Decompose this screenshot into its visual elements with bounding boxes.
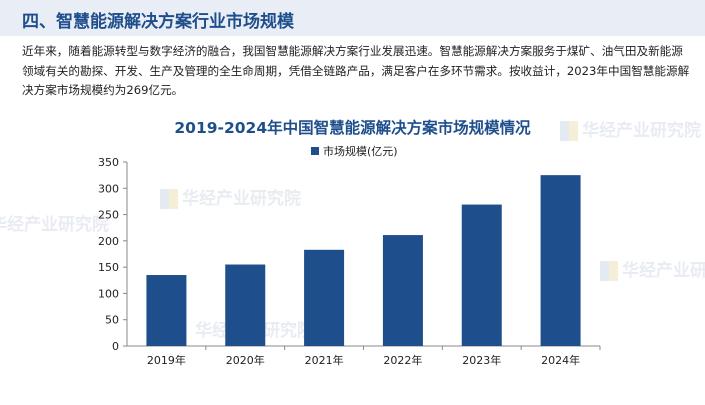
bar: [461, 204, 502, 346]
x-tick-label: 2024年: [541, 353, 580, 367]
watermark-logo-icon: [560, 121, 578, 141]
watermark: 华经产业研究院: [600, 256, 705, 281]
watermark-logo-icon: [160, 189, 178, 209]
y-tick-label: 150: [98, 261, 119, 274]
bar: [382, 235, 423, 346]
x-tick-label: 2019年: [147, 353, 186, 367]
watermark: 华经产业研究院: [560, 116, 701, 141]
bar: [146, 275, 187, 346]
watermark: 华经产业研究院: [160, 184, 301, 209]
header-bar: [0, 0, 705, 36]
bar: [225, 264, 266, 346]
x-tick-label: 2021年: [305, 353, 344, 367]
legend-label: 市场规模(亿元): [323, 144, 398, 158]
legend-swatch: [311, 147, 319, 155]
watermark: 华经产业研究院: [0, 215, 109, 235]
page-title: 四、智慧能源解决方案行业市场规模: [22, 12, 294, 32]
x-tick-label: 2022年: [383, 353, 422, 367]
y-tick-label: 200: [98, 235, 119, 248]
bar: [304, 249, 345, 346]
y-tick-label: 250: [98, 209, 119, 222]
chart-title: 2019-2024年中国智慧能源解决方案市场规模情况: [174, 119, 531, 137]
y-tick-label: 100: [98, 287, 119, 300]
x-tick-label: 2020年: [226, 353, 265, 367]
x-tick-label: 2023年: [462, 353, 501, 367]
watermark-logo-icon: [600, 261, 618, 281]
y-tick-label: 0: [112, 340, 119, 353]
y-tick-label: 300: [98, 182, 119, 195]
y-tick-label: 350: [98, 156, 119, 169]
intro-paragraph: 近年来，随着能源转型与数字经济的融合，我国智慧能源解决方案行业发展迅速。智慧能源…: [22, 44, 690, 97]
y-tick-label: 50: [105, 314, 119, 327]
bar: [540, 175, 581, 346]
